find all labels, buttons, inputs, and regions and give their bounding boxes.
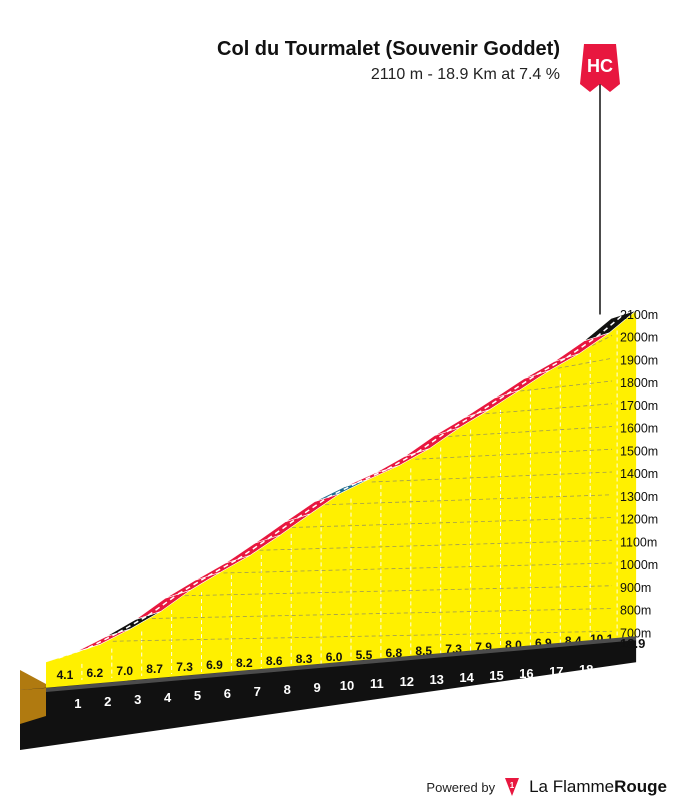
y-tick-label: 1300m — [620, 490, 658, 504]
y-tick-label: 1700m — [620, 399, 658, 413]
hc-flag-tail — [580, 84, 620, 92]
km-label: 3 — [134, 692, 141, 707]
y-tick-label: 1500m — [620, 444, 658, 458]
road-centerline — [357, 468, 388, 484]
road-centerline — [297, 496, 329, 519]
km-label: 10 — [340, 678, 354, 693]
altitude-gridline — [371, 471, 613, 483]
road-centerline — [147, 593, 179, 617]
road-centerline — [177, 575, 209, 595]
altitude-gridline — [448, 426, 613, 437]
y-tick-label: 1200m — [620, 513, 658, 527]
brand-name: La FlammeRouge — [529, 777, 667, 797]
y-tick-label: 1600m — [620, 422, 658, 436]
altitude-gridline — [557, 357, 613, 369]
brand-part1: La Flamme — [529, 777, 615, 796]
km-label: 4 — [164, 690, 172, 705]
km-label: 16 — [519, 666, 533, 681]
gradient-label: 4.1 — [57, 668, 74, 682]
brand-part2: Rouge — [614, 777, 667, 796]
gradient-label: 6.8 — [386, 646, 403, 660]
gradient-label: 7.3 — [176, 660, 193, 674]
altitude-gridline — [259, 539, 613, 551]
road-centerline — [506, 373, 538, 395]
y-tick-label: 1000m — [620, 558, 658, 572]
gradient-label: 6.9 — [206, 658, 223, 672]
y-tick-label: 2000m — [620, 331, 658, 345]
y-tick-label: 1900m — [620, 353, 658, 367]
distance-axis-band — [20, 636, 637, 750]
footer: Powered by 1 La FlammeRouge — [426, 777, 667, 797]
chart-title: Col du Tourmalet (Souvenir Goddet) — [217, 38, 560, 60]
start-block — [20, 670, 46, 690]
km-label: 5 — [194, 688, 201, 703]
km-label: 1 — [74, 696, 81, 711]
y-tick-label: 1400m — [620, 467, 658, 481]
road-centerline — [416, 430, 448, 454]
road-centerline — [237, 538, 269, 560]
km-label: 11 — [370, 676, 384, 691]
altitude-gridline — [520, 380, 613, 392]
km-label: 6 — [224, 686, 231, 701]
altitude-gridline — [184, 585, 613, 597]
road-centerline — [536, 356, 568, 376]
y-tick-label: 900m — [620, 581, 651, 595]
km-label: 8 — [284, 682, 291, 697]
road-centerline — [267, 517, 299, 540]
km-label: 18 — [579, 662, 593, 677]
gradient-label: 8.2 — [236, 656, 253, 670]
y-tick-label: 1100m — [620, 535, 657, 549]
gradient-label: 6.2 — [87, 666, 104, 680]
category-badge-text: HC — [587, 56, 613, 76]
km-label: 14 — [459, 670, 474, 685]
altitude-gridline — [325, 494, 613, 506]
road-centerline — [596, 313, 625, 338]
y-tick-label: 800m — [620, 604, 651, 618]
gradient-label: 8.7 — [146, 662, 163, 676]
svg-text:1: 1 — [510, 781, 515, 790]
road-centerline — [387, 451, 418, 470]
altitude-gridline — [415, 448, 613, 460]
altitude-gridline — [112, 630, 613, 642]
y-tick-label: 2100m — [620, 308, 658, 322]
gradient-label: 5.5 — [356, 648, 373, 662]
start-block-base — [20, 688, 46, 724]
gradient-label: 6.0 — [326, 650, 343, 664]
altitude-gridline — [592, 335, 613, 346]
km-label: 2 — [104, 694, 111, 709]
road-centerline — [446, 412, 478, 433]
gradient-label: 7.0 — [116, 664, 133, 678]
altitude-gridline — [485, 403, 613, 415]
y-tick-label: 700m — [620, 626, 651, 640]
altitude-gridline — [223, 562, 613, 574]
total-distance-label: 18.9 — [620, 636, 645, 651]
road-centerline — [476, 393, 508, 415]
road-centerline — [327, 481, 358, 499]
hc-flag — [580, 44, 620, 84]
flamme-rouge-logo-icon: 1 — [505, 778, 520, 796]
powered-by-text: Powered by — [426, 779, 496, 795]
km-label: 9 — [313, 680, 320, 695]
altitude-gridline — [291, 517, 613, 528]
road-centerline — [566, 336, 598, 359]
road-centerline — [207, 558, 239, 577]
y-tick-label: 1800m — [620, 376, 658, 390]
km-label: 15 — [489, 668, 503, 683]
gradient-label: 8.3 — [296, 652, 313, 666]
chart-subtitle: 2110 m - 18.9 Km at 7.4 % — [370, 66, 560, 83]
gradient-label: 8.6 — [266, 654, 283, 668]
km-label: 13 — [429, 672, 443, 687]
road-centerline — [117, 614, 149, 634]
km-label: 17 — [549, 664, 563, 679]
km-label: 12 — [400, 674, 414, 689]
road-centerline — [88, 632, 119, 649]
km-label: 7 — [254, 684, 261, 699]
axis-band-edge — [46, 636, 637, 692]
gradient-segment — [584, 310, 637, 342]
